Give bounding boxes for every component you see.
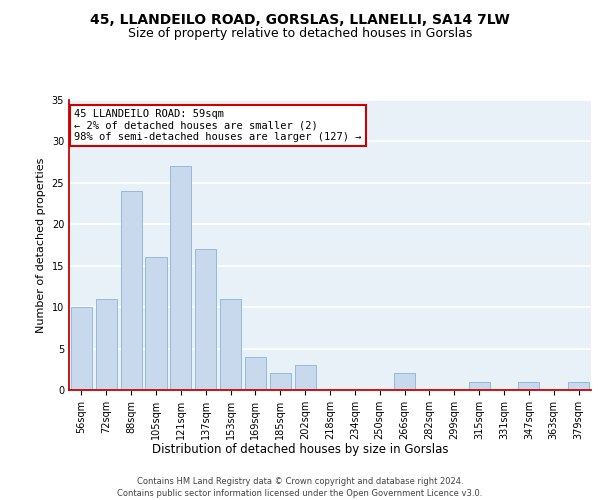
Bar bbox=[518, 382, 539, 390]
Text: Contains public sector information licensed under the Open Government Licence v3: Contains public sector information licen… bbox=[118, 489, 482, 498]
Text: 45 LLANDEILO ROAD: 59sqm
← 2% of detached houses are smaller (2)
98% of semi-det: 45 LLANDEILO ROAD: 59sqm ← 2% of detache… bbox=[74, 108, 362, 142]
Text: Contains HM Land Registry data © Crown copyright and database right 2024.: Contains HM Land Registry data © Crown c… bbox=[137, 478, 463, 486]
Bar bbox=[170, 166, 191, 390]
Bar bbox=[270, 374, 291, 390]
Bar bbox=[195, 249, 216, 390]
Bar bbox=[245, 357, 266, 390]
Bar bbox=[469, 382, 490, 390]
Text: Distribution of detached houses by size in Gorslas: Distribution of detached houses by size … bbox=[152, 442, 448, 456]
Bar bbox=[220, 299, 241, 390]
Text: Size of property relative to detached houses in Gorslas: Size of property relative to detached ho… bbox=[128, 28, 472, 40]
Bar bbox=[295, 365, 316, 390]
Bar bbox=[96, 299, 117, 390]
Bar bbox=[145, 258, 167, 390]
Bar bbox=[394, 374, 415, 390]
Text: 45, LLANDEILO ROAD, GORSLAS, LLANELLI, SA14 7LW: 45, LLANDEILO ROAD, GORSLAS, LLANELLI, S… bbox=[90, 12, 510, 26]
Bar bbox=[568, 382, 589, 390]
Bar bbox=[121, 191, 142, 390]
Bar bbox=[71, 307, 92, 390]
Y-axis label: Number of detached properties: Number of detached properties bbox=[36, 158, 46, 332]
